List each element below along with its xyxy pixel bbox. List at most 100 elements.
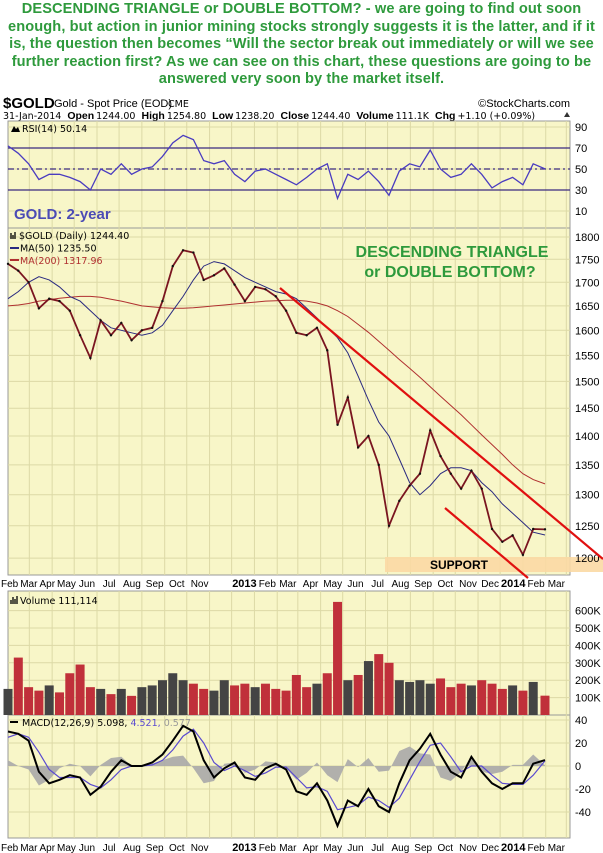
price-series [6,249,547,557]
x-tick-label: Aug [392,579,410,590]
annotation-line-2: or DOUBLE BOTTOM? [364,264,535,281]
price-y-tick: 1750 [575,254,599,266]
rsi-y-tick: 90 [575,122,587,134]
price-point [346,396,350,399]
price-point [17,269,20,272]
macd-series [7,724,546,829]
price-point [315,326,319,330]
up-arrow-icon [564,112,570,117]
price-y-tick: 1400 [575,431,599,443]
volume-bar [96,688,106,715]
x-tick-label: Oct [438,579,454,590]
price-point [89,356,92,360]
lower-trendline [444,507,529,579]
volume-bar [127,695,137,715]
price-point [398,499,401,503]
price-point [253,285,257,289]
x-tick-label: Apr [40,843,56,853]
volume-bar [199,688,209,715]
x-tick-label: Apr [303,843,319,853]
x-tick-label: Oct [169,579,185,590]
x-tick-label: Sep [146,843,164,853]
price-point [480,487,483,490]
rsi-label: RSI(14) 50.14 [22,124,87,135]
volume-bar [85,687,95,715]
x-tick-label: Sep [414,579,432,590]
volume-bar [188,683,198,715]
price-point [68,309,71,312]
x-tick-label: Apr [40,579,56,590]
signal-line [7,728,546,811]
macd-line [7,724,546,829]
x-tick-label: Mar [548,579,566,590]
price-point [532,527,535,531]
x-tick-label: Aug [392,843,410,853]
volume-bar [157,680,167,715]
price-point [543,528,547,531]
x-tick-label: Sep [146,579,164,590]
volume-bar [405,681,415,715]
volume-bars [3,601,550,715]
volume-bar [260,683,270,715]
price-point [367,434,370,438]
x-tick-label: Nov [191,843,209,853]
volume-bar [540,695,550,715]
symbol: $GOLD [3,95,55,112]
rsi-y-tick: 50 [575,164,587,176]
volume-bar [291,674,301,715]
support-band [385,557,603,572]
price-point [171,264,174,268]
price-legend: $GOLD (Daily) 1244.40 [19,231,129,242]
x-tick-label: Feb [528,843,546,853]
x-tick-label: Nov [459,579,477,590]
ma200-legend: MA(200) 1317.96 [20,256,103,267]
x-tick-label: Feb [528,579,546,590]
price-y-tick: 1500 [575,376,599,388]
volume-bar [240,683,250,715]
price-point [356,446,360,449]
rsi-y-tick: 10 [575,206,587,218]
volume-y-tick: 300K [575,658,601,670]
x-tick-label: May [323,843,342,853]
price-point [223,267,226,270]
ma50-line [7,261,546,536]
macd-histogram [8,746,545,786]
price-point [264,288,267,291]
volume-y-tick: 500K [575,623,601,635]
x-tick-label: Jun [347,843,363,853]
volume-bar [425,683,435,715]
volume-bar [343,680,353,715]
quote-line: 31-Jan-2014 Open 1244.00 High 1254.80 Low 1… [3,110,535,122]
headline-commentary: DESCENDING TRIANGLE or DOUBLE BOTTOM? - … [8,1,595,88]
volume-bar [497,688,507,715]
price-point [439,454,442,458]
x-tick-label: Oct [438,843,454,853]
price-point [449,472,453,475]
price-point [27,281,30,284]
price-point [130,339,133,342]
volume-bar [250,687,260,715]
x-tick-label: 2014 [501,578,526,590]
volume-y-tick: 100K [575,693,601,705]
price-y-tick: 1650 [575,301,599,313]
volume-bar [168,673,178,715]
price-point [521,553,525,557]
volume-bar [34,690,44,715]
volume-bar [281,690,291,715]
volume-bar [54,692,64,715]
x-tick-label: Jul [103,579,116,590]
price-point [418,472,422,475]
price-point [408,484,411,487]
x-tick-label: Mar [279,843,297,853]
macd-y-tick: 40 [575,715,587,727]
price-point [150,326,154,330]
x-tick-label: Nov [459,843,477,853]
axis-ticks: Feb Mar Apr May Jun Jul Aug Sep Oct Nov 2013 Feb Mar… [1,122,601,853]
volume-bar [487,683,497,715]
exchange: CME [168,99,189,110]
price-point [181,249,185,252]
x-tick-label: Mar [279,579,297,590]
volume-bar [178,680,188,715]
volume-bar [13,657,23,715]
